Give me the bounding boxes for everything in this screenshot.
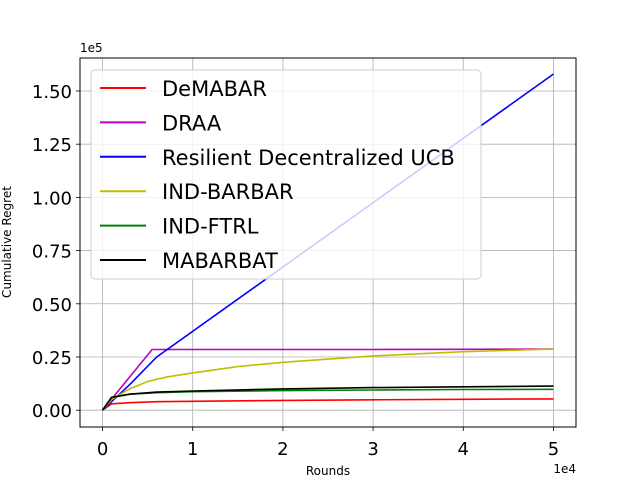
legend-label-resilient-decentralized-ucb: Resilient Decentralized UCB bbox=[162, 146, 455, 170]
legend-label-ind-barbar: IND-BARBAR bbox=[162, 180, 294, 204]
x-tick-label: 1 bbox=[187, 439, 198, 460]
x-tick-label: 5 bbox=[548, 439, 559, 460]
series-line-ind-barbar bbox=[101, 348, 554, 411]
legend-label-mabarbat: MABARBAT bbox=[162, 249, 278, 273]
x-offset-label: 1e4 bbox=[553, 462, 576, 476]
plot-frame bbox=[79, 57, 577, 428]
x-tick-label: 0 bbox=[97, 439, 108, 460]
legend-label-draa: DRAA bbox=[162, 111, 222, 135]
series-line-mabarbat bbox=[101, 385, 554, 411]
y-tick-label: 1.00 bbox=[32, 188, 72, 209]
axis-ticks bbox=[76, 90, 554, 431]
y-offset-label: 1e5 bbox=[80, 41, 103, 55]
legend-label-demabar: DeMABAR bbox=[162, 77, 267, 101]
legend: DeMABAR DRAA Resilient Decentralized UCB IN… bbox=[90, 69, 482, 280]
x-axis-label: Rounds bbox=[306, 464, 350, 478]
y-tick-label: 1.50 bbox=[32, 82, 72, 103]
series-line-draa bbox=[101, 348, 554, 411]
legend-label-ind-ftrl: IND-FTRL bbox=[162, 215, 259, 239]
x-tick-labels: 0 1 2 3 4 5 bbox=[97, 439, 559, 460]
x-tick-label: 2 bbox=[277, 439, 288, 460]
x-tick-label: 4 bbox=[458, 439, 469, 460]
y-tick-label: 1.25 bbox=[32, 135, 72, 156]
series-line-demabar bbox=[102, 398, 554, 411]
y-axis-label: Cumulative Regret bbox=[0, 186, 14, 298]
y-tick-label: 0.25 bbox=[32, 348, 72, 369]
x-tick-label: 3 bbox=[367, 439, 378, 460]
y-tick-labels: 0.00 0.25 0.50 0.75 1.00 1.25 1.50 bbox=[32, 82, 72, 422]
legend-box bbox=[90, 69, 482, 280]
y-tick-label: 0.50 bbox=[32, 295, 72, 316]
y-tick-label: 0.00 bbox=[32, 401, 72, 422]
y-tick-label: 0.75 bbox=[32, 242, 72, 263]
